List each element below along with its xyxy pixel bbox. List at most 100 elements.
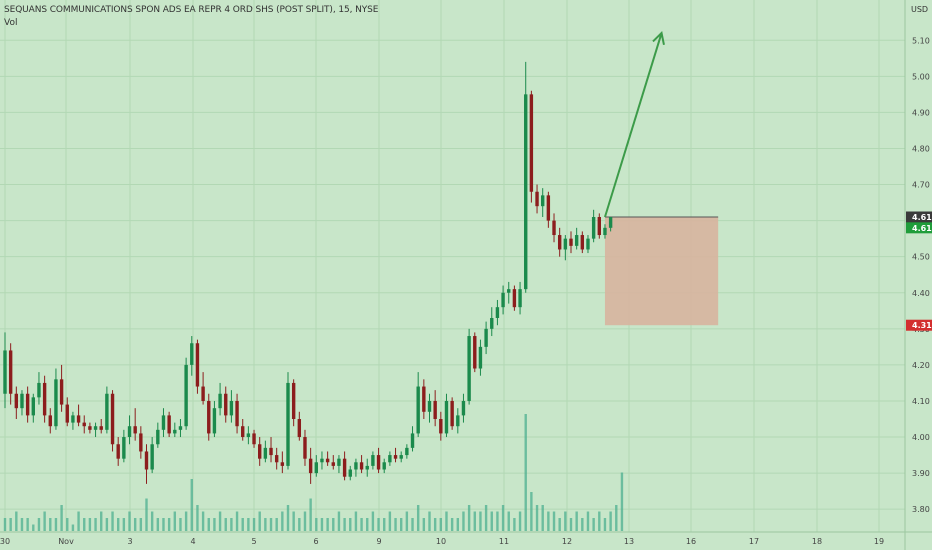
candle-body[interactable] [484,328,488,347]
candle-body[interactable] [518,289,522,308]
candle-body[interactable] [252,433,256,445]
candle-body[interactable] [320,458,324,463]
candle-body[interactable] [348,469,352,477]
candle-body[interactable] [541,195,545,207]
stop-loss-box[interactable] [604,217,719,326]
candle-body[interactable] [258,444,262,459]
candle-body[interactable] [25,393,30,416]
candle-body[interactable] [263,447,268,459]
candle-body[interactable] [591,217,596,239]
candle-body[interactable] [439,419,443,434]
candle-body[interactable] [82,422,86,427]
candle-body[interactable] [156,429,160,445]
candle-body[interactable] [461,400,466,416]
candle-body[interactable] [144,451,149,470]
candle-body[interactable] [229,400,234,416]
candle-body[interactable] [388,455,392,463]
candle-body[interactable] [552,220,556,236]
candle-body[interactable] [20,393,24,409]
candle-body[interactable] [37,382,41,398]
candle-body[interactable] [291,382,296,419]
candle-body[interactable] [337,458,341,466]
candle-body[interactable] [456,415,460,427]
candle-body[interactable] [212,408,217,434]
candle-body[interactable] [235,400,239,427]
candle-body[interactable] [546,195,551,221]
candle-body[interactable] [48,415,52,427]
candle-body[interactable] [178,426,183,430]
candle-body[interactable] [501,292,505,308]
candle-body[interactable] [3,350,7,394]
target-arrow-shaft[interactable] [604,32,663,218]
candle-body[interactable] [586,238,590,250]
candle-body[interactable] [246,433,251,438]
candle-body[interactable] [201,386,205,401]
candle-body[interactable] [116,444,120,459]
candle-body[interactable] [88,426,92,430]
candle-body[interactable] [376,455,381,470]
candle-body[interactable] [184,364,188,427]
candle-body[interactable] [410,433,415,448]
candle-body[interactable] [280,462,285,466]
candle-body[interactable] [269,447,273,456]
candle-body[interactable] [342,458,347,477]
candle-body[interactable] [286,382,290,466]
candle-body[interactable] [105,393,109,430]
candle-body[interactable] [303,437,307,459]
candle-body[interactable] [427,400,432,412]
target-arrow-head[interactable] [652,31,665,45]
candle-body[interactable] [167,415,171,434]
candle-body[interactable] [473,336,477,369]
candle-body[interactable] [65,404,69,423]
candle-body[interactable] [207,400,211,434]
candle-body[interactable] [308,458,313,474]
candle-body[interactable] [122,437,126,459]
candle-body[interactable] [512,289,517,308]
candle-body[interactable] [597,217,601,236]
candle-body[interactable] [405,447,409,456]
candle-body[interactable] [467,336,471,401]
candle-body[interactable] [133,426,137,434]
candle-body[interactable] [354,462,358,470]
candle-body[interactable] [529,94,534,192]
candle-body[interactable] [478,346,483,369]
candle-body[interactable] [433,400,437,419]
candle-body[interactable] [371,455,375,466]
candle-body[interactable] [54,379,58,427]
candle-body[interactable] [110,393,115,445]
candle-body[interactable] [574,235,579,246]
candle-body[interactable] [507,289,511,293]
candle-body[interactable] [42,382,47,416]
candle-body[interactable] [444,400,449,434]
candle-body[interactable] [76,415,81,423]
candle-body[interactable] [161,415,166,430]
candle-body[interactable] [382,462,386,470]
candle-body[interactable] [422,386,426,412]
candle-body[interactable] [297,419,302,438]
candle-body[interactable] [31,397,35,416]
candle-body[interactable] [71,415,75,423]
candle-body[interactable] [325,458,330,463]
candle-body[interactable] [535,191,539,207]
candle-body[interactable] [365,465,369,470]
candle-body[interactable] [495,307,500,318]
candle-body[interactable] [450,400,454,427]
candle-body[interactable] [524,94,528,290]
candle-body[interactable] [416,386,420,434]
candle-body[interactable] [603,227,607,236]
candle-body[interactable] [224,393,228,416]
candle-body[interactable] [563,238,568,250]
candle-body[interactable] [173,429,177,434]
candle-body[interactable] [99,426,103,430]
candle-body[interactable] [139,433,143,452]
candle-body[interactable] [274,455,279,463]
candle-body[interactable] [218,393,222,409]
candle-body[interactable] [608,217,613,228]
candle-body[interactable] [490,318,494,329]
candle-body[interactable] [569,238,573,246]
candle-body[interactable] [580,235,585,250]
candle-body[interactable] [127,426,132,438]
candle-body[interactable] [393,455,398,459]
candle-body[interactable] [14,393,19,409]
